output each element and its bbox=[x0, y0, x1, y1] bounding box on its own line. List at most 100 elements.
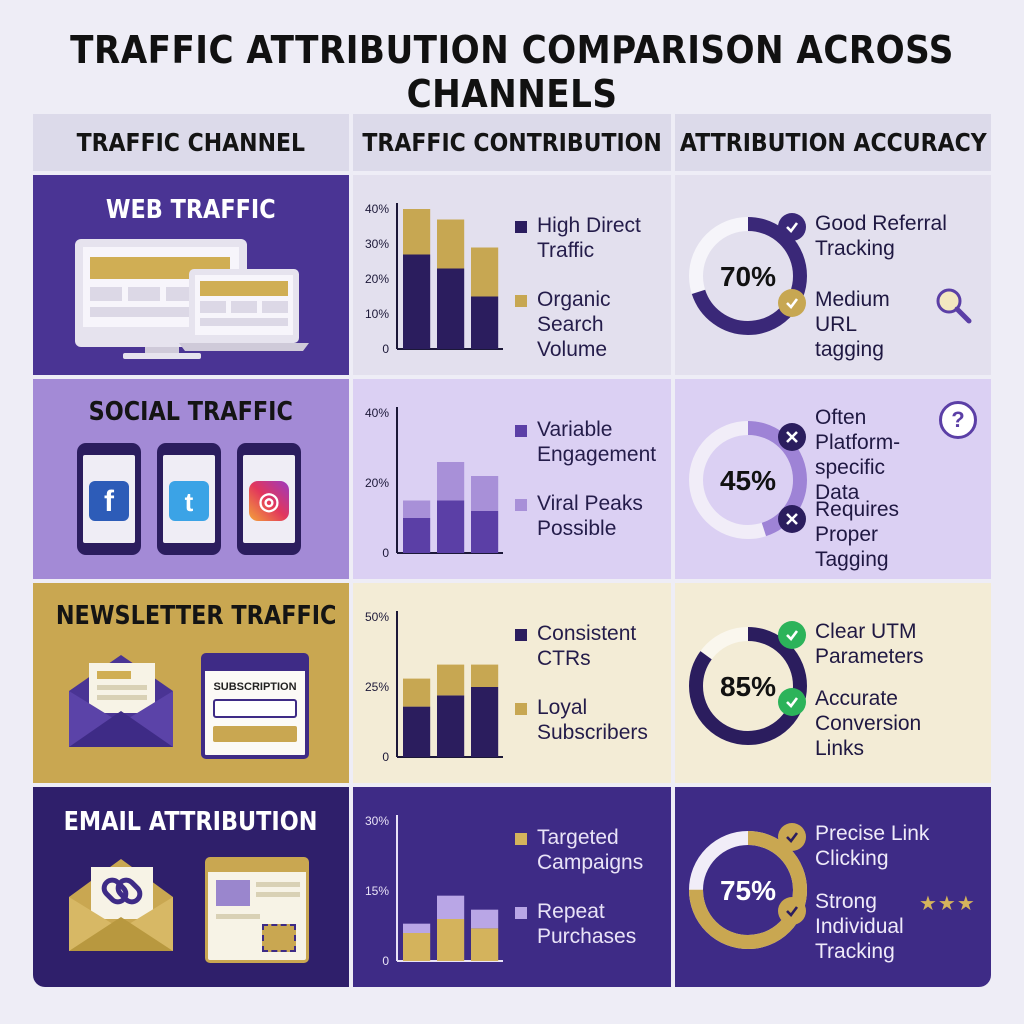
header-label: TRAFFIC CHANNEL bbox=[76, 128, 306, 157]
chart-cell-email: 30% 15% 0 Targeted Campaigns Repeat Purcha… bbox=[353, 787, 671, 987]
accuracy-value: 45% bbox=[719, 465, 777, 496]
tick-label: 30% bbox=[365, 814, 389, 828]
accuracy-item: Often Platform-specific Data bbox=[778, 405, 935, 505]
donut-arc bbox=[689, 421, 807, 539]
accuracy-cell-newsletter: 85% Clear UTM Parameters Accurate Conver… bbox=[675, 583, 991, 783]
bar-segment bbox=[437, 919, 465, 961]
legend-label: Organic Search Volume bbox=[537, 288, 611, 361]
question-icon: ? bbox=[939, 401, 977, 439]
chart-cell-social: 40% 20% 0 Variable Engagement Viral Peaks … bbox=[353, 379, 671, 579]
check-icon bbox=[778, 823, 806, 851]
bar-segment bbox=[471, 909, 499, 929]
accuracy-item-text: Strong Individual Tracking bbox=[815, 890, 904, 963]
check-icon bbox=[778, 213, 806, 241]
bar-segment bbox=[403, 518, 431, 553]
channel-cell-newsletter: NEWSLETTER TRAFFIC SUBSCRIPTION bbox=[33, 583, 349, 783]
channel-cell-social: SOCIAL TRAFFIC f t ◎ bbox=[33, 379, 349, 579]
green-check-icon bbox=[778, 688, 806, 716]
legend-swatch bbox=[515, 499, 527, 511]
bar-segment bbox=[471, 511, 499, 553]
legend-swatch bbox=[515, 907, 527, 919]
green-check-icon bbox=[778, 621, 806, 649]
x-icon bbox=[778, 505, 806, 533]
chart-legend: Targeted Campaigns Repeat Purchases bbox=[515, 825, 671, 963]
legend-swatch bbox=[515, 703, 527, 715]
phone-instagram: ◎ bbox=[237, 443, 301, 555]
legend-item: Organic Search Volume bbox=[515, 287, 671, 362]
chart-cell-newsletter: 50% 25% 0 Consistent CTRs Loyal Subscriber… bbox=[353, 583, 671, 783]
legend-label: High Direct Traffic bbox=[537, 214, 641, 262]
contribution-chart: 40% 30% 20% 10% 0 bbox=[365, 202, 503, 356]
contribution-chart: 30% 15% 0 bbox=[365, 814, 503, 968]
star-rating-icon: ★★★ bbox=[919, 893, 976, 915]
chart-cell-web: 40% 30% 20% 10% 0 High Direct Traffic Organi… bbox=[353, 175, 671, 375]
accuracy-item-text: Good Referral Tracking bbox=[815, 212, 947, 260]
tick-label: 15% bbox=[365, 884, 389, 898]
bar-segment bbox=[471, 687, 499, 757]
accuracy-item-text: Often Platform-specific Data bbox=[815, 406, 901, 504]
channel-title: NEWSLETTER TRAFFIC bbox=[55, 601, 337, 631]
bar-segment bbox=[437, 219, 465, 269]
legend-label: Variable Engagement bbox=[537, 418, 657, 466]
bar-segment bbox=[471, 476, 499, 511]
envelope-link-icon bbox=[69, 859, 173, 951]
legend-label: Loyal Subscribers bbox=[537, 696, 648, 744]
chart-legend: Consistent CTRs Loyal Subscribers bbox=[515, 621, 671, 759]
accuracy-value: 70% bbox=[719, 261, 777, 292]
x-icon bbox=[778, 423, 806, 451]
subscription-label: SUBSCRIPTION bbox=[213, 681, 297, 693]
chart-legend: Variable Engagement Viral Peaks Possible bbox=[515, 417, 671, 555]
accuracy-donut bbox=[689, 217, 807, 335]
contribution-chart: 40% 20% 0 bbox=[365, 406, 503, 560]
instagram-icon: ◎ bbox=[249, 481, 289, 521]
bar-segment bbox=[437, 695, 465, 757]
legend-item: Repeat Purchases bbox=[515, 899, 671, 949]
channel-cell-web: WEB TRAFFIC bbox=[33, 175, 349, 375]
tick-label: 40% bbox=[365, 202, 389, 216]
accuracy-donut bbox=[689, 627, 807, 745]
bar-segment bbox=[471, 296, 499, 349]
accuracy-value: 75% bbox=[719, 875, 777, 906]
accuracy-item: Requires Proper Tagging bbox=[778, 497, 955, 572]
bar-segment bbox=[403, 254, 431, 349]
legend-item: High Direct Traffic bbox=[515, 213, 671, 263]
header-label: TRAFFIC CONTRIBUTION bbox=[362, 128, 662, 157]
tick-label: 20% bbox=[365, 476, 389, 490]
accuracy-item-text: Precise Link Clicking bbox=[815, 822, 930, 870]
tick-label: 40% bbox=[365, 406, 389, 420]
check-icon bbox=[778, 897, 806, 925]
check-icon bbox=[778, 289, 806, 317]
webpage-link-icon bbox=[205, 857, 309, 963]
accuracy-item: Good Referral Tracking bbox=[778, 211, 955, 261]
header-traffic-channel: TRAFFIC CHANNEL bbox=[33, 114, 349, 171]
bar-segment bbox=[471, 247, 499, 297]
page-title: TRAFFIC ATTRIBUTION COMPARISON ACROSS CH… bbox=[70, 28, 954, 116]
accuracy-item: Medium URL tagging bbox=[778, 287, 905, 362]
twitter-icon: t bbox=[169, 481, 209, 521]
bar-segment bbox=[471, 928, 499, 961]
bar-segment bbox=[437, 462, 465, 501]
tick-label: 20% bbox=[365, 272, 389, 286]
bar-segment bbox=[437, 500, 465, 553]
legend-item: Consistent CTRs bbox=[515, 621, 671, 671]
accuracy-donut bbox=[689, 831, 807, 949]
bar-segment bbox=[403, 933, 431, 961]
donut-arc bbox=[689, 831, 807, 949]
phone-twitter: t bbox=[157, 443, 221, 555]
accuracy-item: Strong Individual Tracking bbox=[778, 889, 915, 964]
accuracy-item: Accurate Conversion Links bbox=[778, 686, 935, 761]
header-traffic-contribution: TRAFFIC CONTRIBUTION bbox=[353, 114, 671, 171]
bar-segment bbox=[403, 209, 431, 255]
channel-title: EMAIL ATTRIBUTION bbox=[64, 807, 318, 837]
donut-arc bbox=[689, 627, 807, 745]
header-label: ATTRIBUTION ACCURACY bbox=[679, 128, 987, 157]
accuracy-donut bbox=[689, 421, 807, 539]
tick-label: 30% bbox=[365, 237, 389, 251]
tick-label: 50% bbox=[365, 610, 389, 624]
channel-title: WEB TRAFFIC bbox=[106, 195, 276, 225]
legend-swatch bbox=[515, 833, 527, 845]
channel-cell-email: EMAIL ATTRIBUTION bbox=[33, 787, 349, 987]
header-attribution-accuracy: ATTRIBUTION ACCURACY bbox=[675, 114, 991, 171]
legend-label: Repeat Purchases bbox=[537, 900, 637, 948]
accuracy-item-text: Requires Proper Tagging bbox=[815, 498, 900, 571]
